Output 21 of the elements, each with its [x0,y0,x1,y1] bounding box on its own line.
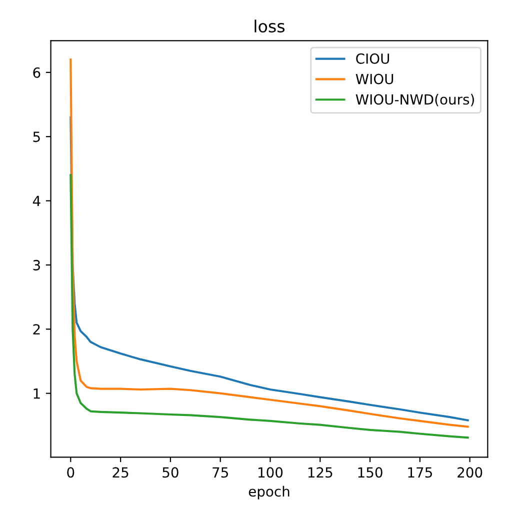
x-tick-label: 50 [162,467,178,478]
x-tick-label: 0 [67,467,74,478]
legend-label: WIOU [356,74,394,84]
x-axis-title: epoch [248,486,290,500]
legend-label: CIOU [356,53,390,64]
line-series [70,174,469,439]
y-tick-label: 5 [33,132,40,142]
x-tick-label: 175 [408,467,432,478]
x-tick-label: 100 [258,467,283,478]
x-tick-label: 150 [358,467,382,478]
y-tick-label: 2 [33,324,40,334]
y-tick-label: 6 [33,67,40,78]
legend-label: WIOU-NWD(ours) [356,94,474,106]
y-tick-label: 3 [33,260,40,270]
x-tick-label: 200 [458,467,482,478]
x-tick-label: 25 [112,467,128,478]
x-tick-label: 75 [212,467,228,478]
chart-title: loss [254,20,285,33]
x-tick-label: 125 [308,467,332,478]
y-tick-label: 4 [32,196,40,206]
y-tick-label: 1 [34,388,40,399]
